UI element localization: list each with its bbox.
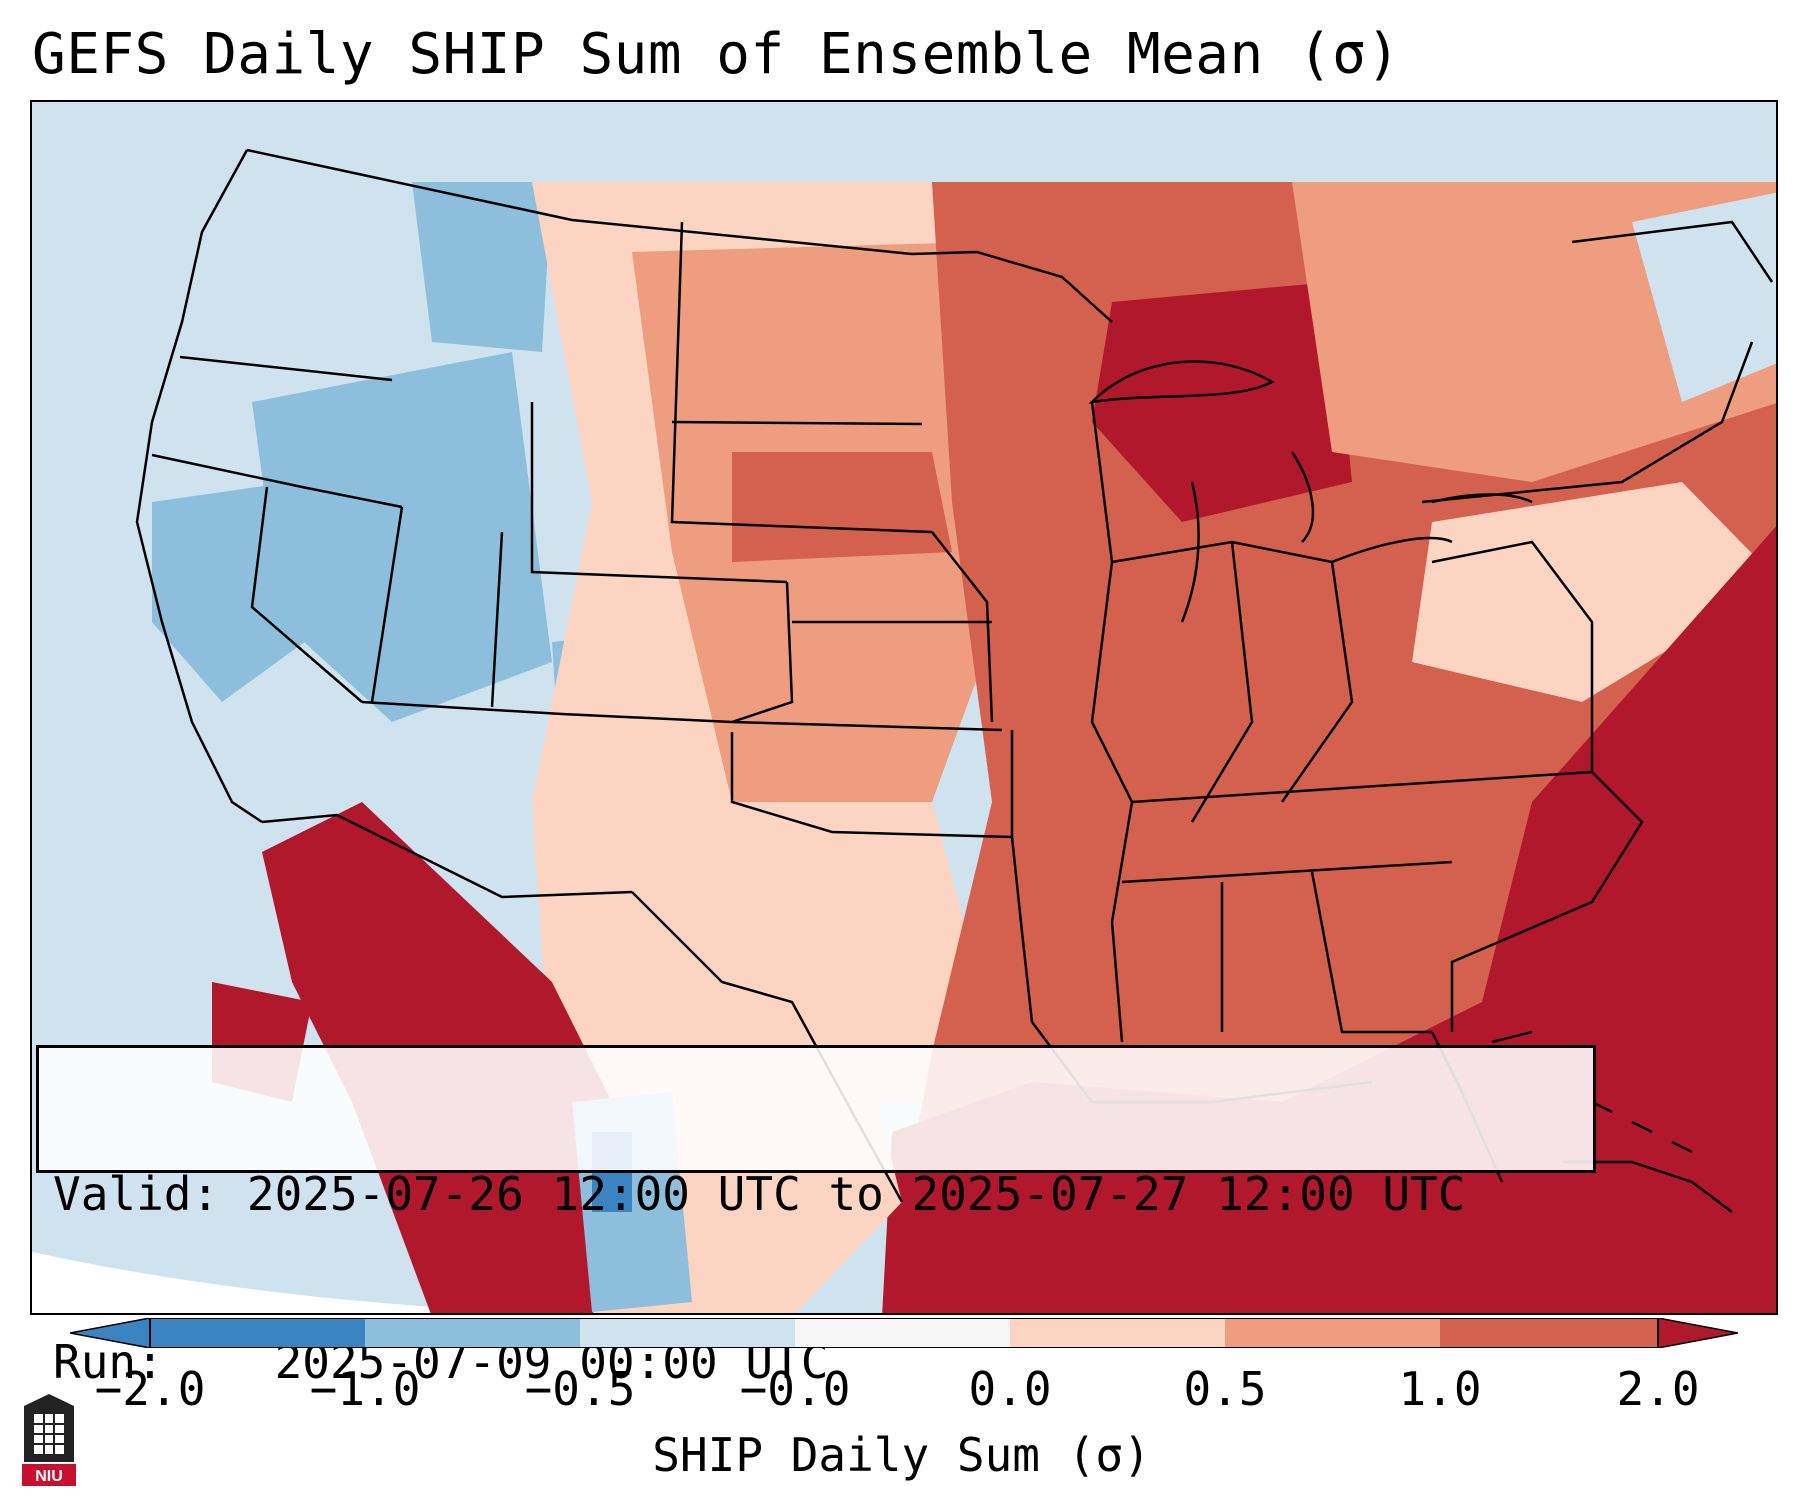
colorbar-tick: −0.0 [739, 1362, 851, 1416]
valid-run-info-box: Valid: 2025-07-26 12:00 UTC to 2025-07-2… [36, 1045, 1596, 1389]
quebec-border [1571, 220, 1774, 283]
colorbar-label: SHIP Daily Sum (σ) [652, 1428, 1151, 1482]
colorbar-tick: −0.5 [524, 1362, 636, 1416]
oklahoma-texas [730, 732, 1013, 839]
colorbar-extend-high [1657, 1318, 1738, 1348]
colorbar-tick: 0.5 [1183, 1362, 1267, 1416]
lake-superior [1088, 360, 1275, 404]
colorbar-extend-low [70, 1318, 151, 1348]
mississippi-river [1090, 401, 1134, 1043]
lake-michigan [1180, 481, 1200, 623]
colorbar-segment-4 [795, 1318, 1010, 1348]
arizona-north [361, 700, 1003, 732]
northeast-border [1421, 341, 1754, 504]
west-coast [135, 149, 263, 824]
appalachia [1431, 540, 1594, 772]
wyoming-outline [530, 402, 788, 584]
colorado-east [731, 581, 794, 724]
nevada-west [250, 486, 363, 703]
colorbar-segment-2 [365, 1318, 580, 1348]
california-blue [152, 482, 332, 702]
idaho-blue [412, 182, 552, 352]
nd-sd [671, 420, 923, 426]
cuba [1562, 1160, 1733, 1213]
colorbar-segment-6 [1225, 1318, 1440, 1348]
colorbar-tick: 0.0 [968, 1362, 1052, 1416]
colorbar [70, 1318, 1738, 1348]
valid-label: Valid: [53, 1167, 220, 1221]
svg-text:NIU: NIU [35, 1468, 63, 1485]
colorbar-segment-7 [1440, 1318, 1658, 1348]
dakotas-west [670, 221, 933, 534]
ohio [1280, 561, 1354, 803]
great-basin-blue [252, 352, 552, 722]
lake-huron [1290, 451, 1315, 543]
map-title: GEFS Daily SHIP Sum of Ensemble Mean (σ) [32, 22, 1401, 87]
valid-value: 2025-07-26 12:00 UTC to 2025-07-27 12:00… [246, 1167, 1466, 1221]
georgia [1310, 871, 1432, 1034]
colorbar-segment-5 [1010, 1318, 1225, 1348]
maine-light-blue [1632, 192, 1776, 402]
valid-row: Valid: 2025-07-26 12:00 UTC to 2025-07-2… [53, 1166, 1579, 1222]
us-canada-border [246, 148, 1113, 323]
indiana [1190, 541, 1254, 823]
colorbar-segment-3 [580, 1318, 795, 1348]
projection-edge-left [32, 1252, 541, 1313]
nevada-utah [370, 506, 404, 703]
tennessee-south [1121, 860, 1453, 884]
lake-erie [1331, 536, 1453, 564]
niu-logo-icon: NIU [22, 1394, 76, 1486]
colorbar-tick: −1.0 [309, 1362, 421, 1416]
great-lakes-dark-red [1092, 282, 1352, 522]
colorbar-tick: 1.0 [1398, 1362, 1482, 1416]
arkansas-west [1010, 730, 1034, 1023]
colorbar-segment-1 [150, 1318, 365, 1348]
utah-colorado [490, 531, 504, 708]
colorbar-tick: −2.0 [94, 1362, 206, 1416]
east-coast [1450, 771, 1644, 1032]
tennessee-north [1131, 770, 1593, 804]
nebraska-east [931, 531, 994, 723]
nebraska-red [732, 452, 952, 562]
colorbar-outline [149, 1318, 1659, 1348]
oregon-north [179, 355, 393, 382]
colorbar-tick: 2.0 [1616, 1362, 1700, 1416]
us-mexico-border [261, 813, 633, 899]
mid-atlantic-light [1412, 482, 1776, 702]
keys [1491, 1030, 1533, 1044]
california-north [151, 453, 403, 509]
lake-ontario [1431, 493, 1533, 504]
state-boundaries [135, 148, 1774, 1213]
